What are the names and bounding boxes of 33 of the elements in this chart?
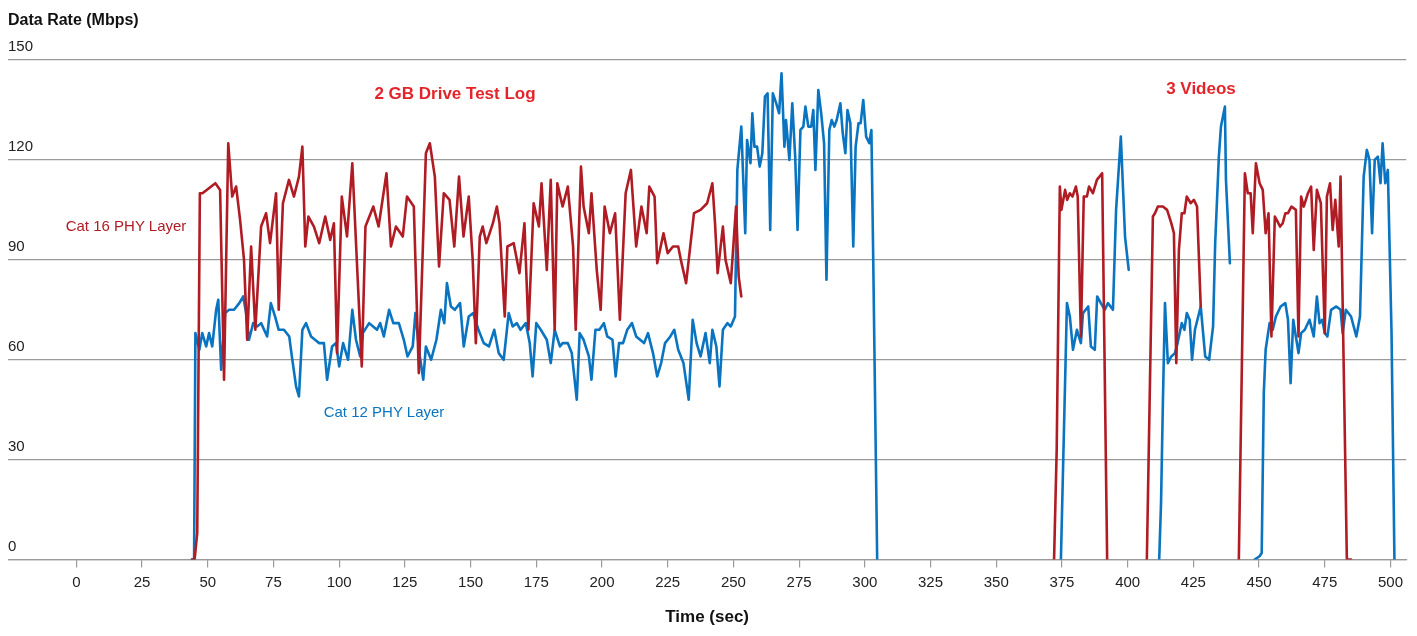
x-tick-label: 150 [458,572,484,590]
series-label: Cat 12 PHY Layer [323,403,445,421]
x-tick-label: 400 [1115,572,1141,590]
x-tick-label: 75 [265,572,282,590]
annotation: 3 Videos [1166,78,1236,98]
x-tick-label: 300 [852,572,878,590]
y-axis-title: Data Rate (Mbps) [8,11,139,29]
x-axis-title: Time (sec) [665,607,750,627]
x-tick-label: 0 [72,572,81,590]
x-tick-label: 175 [523,572,549,590]
x-tick-label: 200 [589,572,615,590]
x-tick-label: 125 [392,572,418,590]
y-tick-label: 90 [8,236,25,254]
x-tick-label: 425 [1180,572,1206,590]
x-tick-label: 375 [1049,572,1075,590]
x-tick-label: 325 [918,572,944,590]
y-tick-label: 30 [8,436,25,454]
x-tick-label: 25 [133,572,151,590]
y-tick-label: 150 [8,37,34,55]
x-tick-label: 50 [199,572,217,590]
x-tick-label: 475 [1312,572,1338,590]
series-label: Cat 16 PHY Layer [65,217,187,235]
y-tick-label: 0 [8,536,17,554]
x-tick-label: 450 [1246,572,1272,590]
x-tick-label: 350 [983,572,1009,590]
x-tick-label: 500 [1377,572,1403,590]
annotation: 2 GB Drive Test Log [374,83,536,103]
x-tick-label: 225 [655,572,681,590]
x-tick-label: 250 [720,572,746,590]
x-tick-label: 100 [326,572,352,590]
y-tick-label: 120 [8,137,34,155]
x-tick-label: 275 [786,572,812,590]
y-tick-label: 60 [8,336,25,354]
